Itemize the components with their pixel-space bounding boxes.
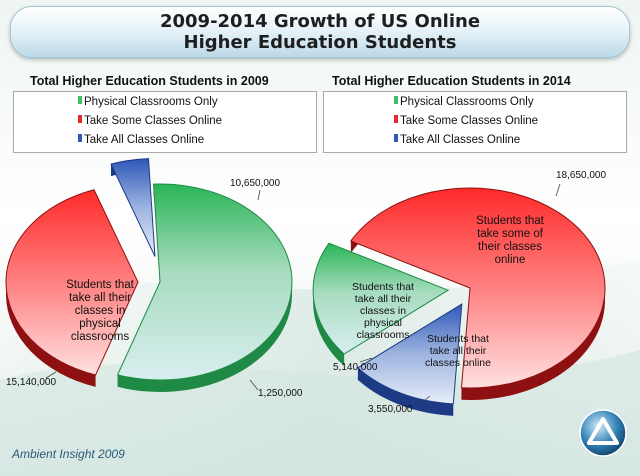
legend-swatch (394, 115, 398, 123)
legend-label: Physical Classrooms Only (84, 96, 218, 108)
legend-swatch (394, 96, 398, 104)
source-credit: Ambient Insight 2009 (12, 447, 125, 461)
pie-slice-all-online-2009 (110, 158, 156, 257)
legend-entry-some-online-2009: Take Some Classes Online (78, 115, 222, 127)
value-label-physical-2009: 15,140,000 (6, 377, 56, 388)
value-label-all-online-2009: 1,250,000 (258, 388, 303, 399)
legend-2009: Physical Classrooms Only Take Some Class… (13, 91, 317, 153)
legend-swatch (78, 134, 82, 142)
slice-label-some-online-2014: Students that take some of their classes on… (476, 215, 545, 266)
legend-entry-physical-2009: Physical Classrooms Only (78, 96, 218, 108)
legend-label: Take Some Classes Online (84, 115, 223, 127)
legend-entry-some-online-2014: Take Some Classes Online (394, 115, 538, 127)
value-label-some-online-2009: 10,650,000 (230, 178, 280, 189)
slice-label-physical-2014: Students that take all their classes in phy… (352, 281, 414, 341)
pie-slice-physical-2009 (116, 183, 293, 381)
legend-entry-physical-2014: Physical Classrooms Only (394, 96, 534, 108)
legend-2014: Physical Classrooms Only Take Some Class… (323, 91, 627, 153)
legend-label: Take All Classes Online (84, 134, 205, 146)
legend-swatch (78, 115, 82, 123)
page-title: 2009-2014 Growth of US Online Higher Edu… (159, 11, 481, 53)
leader-line-physical-2014 (359, 357, 373, 363)
legend-label: Physical Classrooms Only (400, 96, 534, 108)
pie-slice-some-online-2009 (5, 189, 139, 376)
leader-line-some-online-2009 (257, 189, 261, 201)
pie-slice-side-all-online-2014 (357, 367, 454, 416)
legend-label: Take All Classes Online (400, 134, 521, 146)
pie-slice-all-online-2014 (357, 303, 463, 405)
legend-swatch (394, 134, 398, 142)
legend-label: Take Some Classes Online (400, 115, 539, 127)
slice-label-physical-2009: Students that take all their classes in phy… (66, 279, 135, 343)
value-label-some-online-2014: 18,650,000 (556, 170, 606, 181)
legend-entry-all-online-2014: Take All Classes Online (394, 134, 520, 146)
pie-slice-side-physical-2014 (313, 243, 345, 366)
title-banner: 2009-2014 Growth of US Online Higher Edu… (10, 6, 630, 58)
value-label-all-online-2014: 3,550,000 (368, 404, 413, 415)
pie-slice-physical-2014 (312, 242, 450, 355)
legend-entry-all-online-2009: Take All Classes Online (78, 134, 204, 146)
slice-label-all-online-2014: Students that take all their classes onlin… (425, 333, 491, 369)
legend-swatch (78, 96, 82, 104)
leader-line-all-online-2009 (249, 379, 259, 391)
leader-line-physical-2009 (45, 371, 57, 379)
leader-line-all-online-2014 (419, 395, 431, 405)
chart-title-2009: Total Higher Education Students in 2009 (30, 74, 269, 88)
leader-line-some-online-2014 (555, 183, 561, 197)
chart-title-2014: Total Higher Education Students in 2014 (332, 74, 571, 88)
pie-slice-some-online-2014 (350, 187, 606, 389)
value-label-physical-2014: 5,140,000 (333, 362, 378, 373)
ambient-insight-logo-icon (579, 409, 627, 457)
